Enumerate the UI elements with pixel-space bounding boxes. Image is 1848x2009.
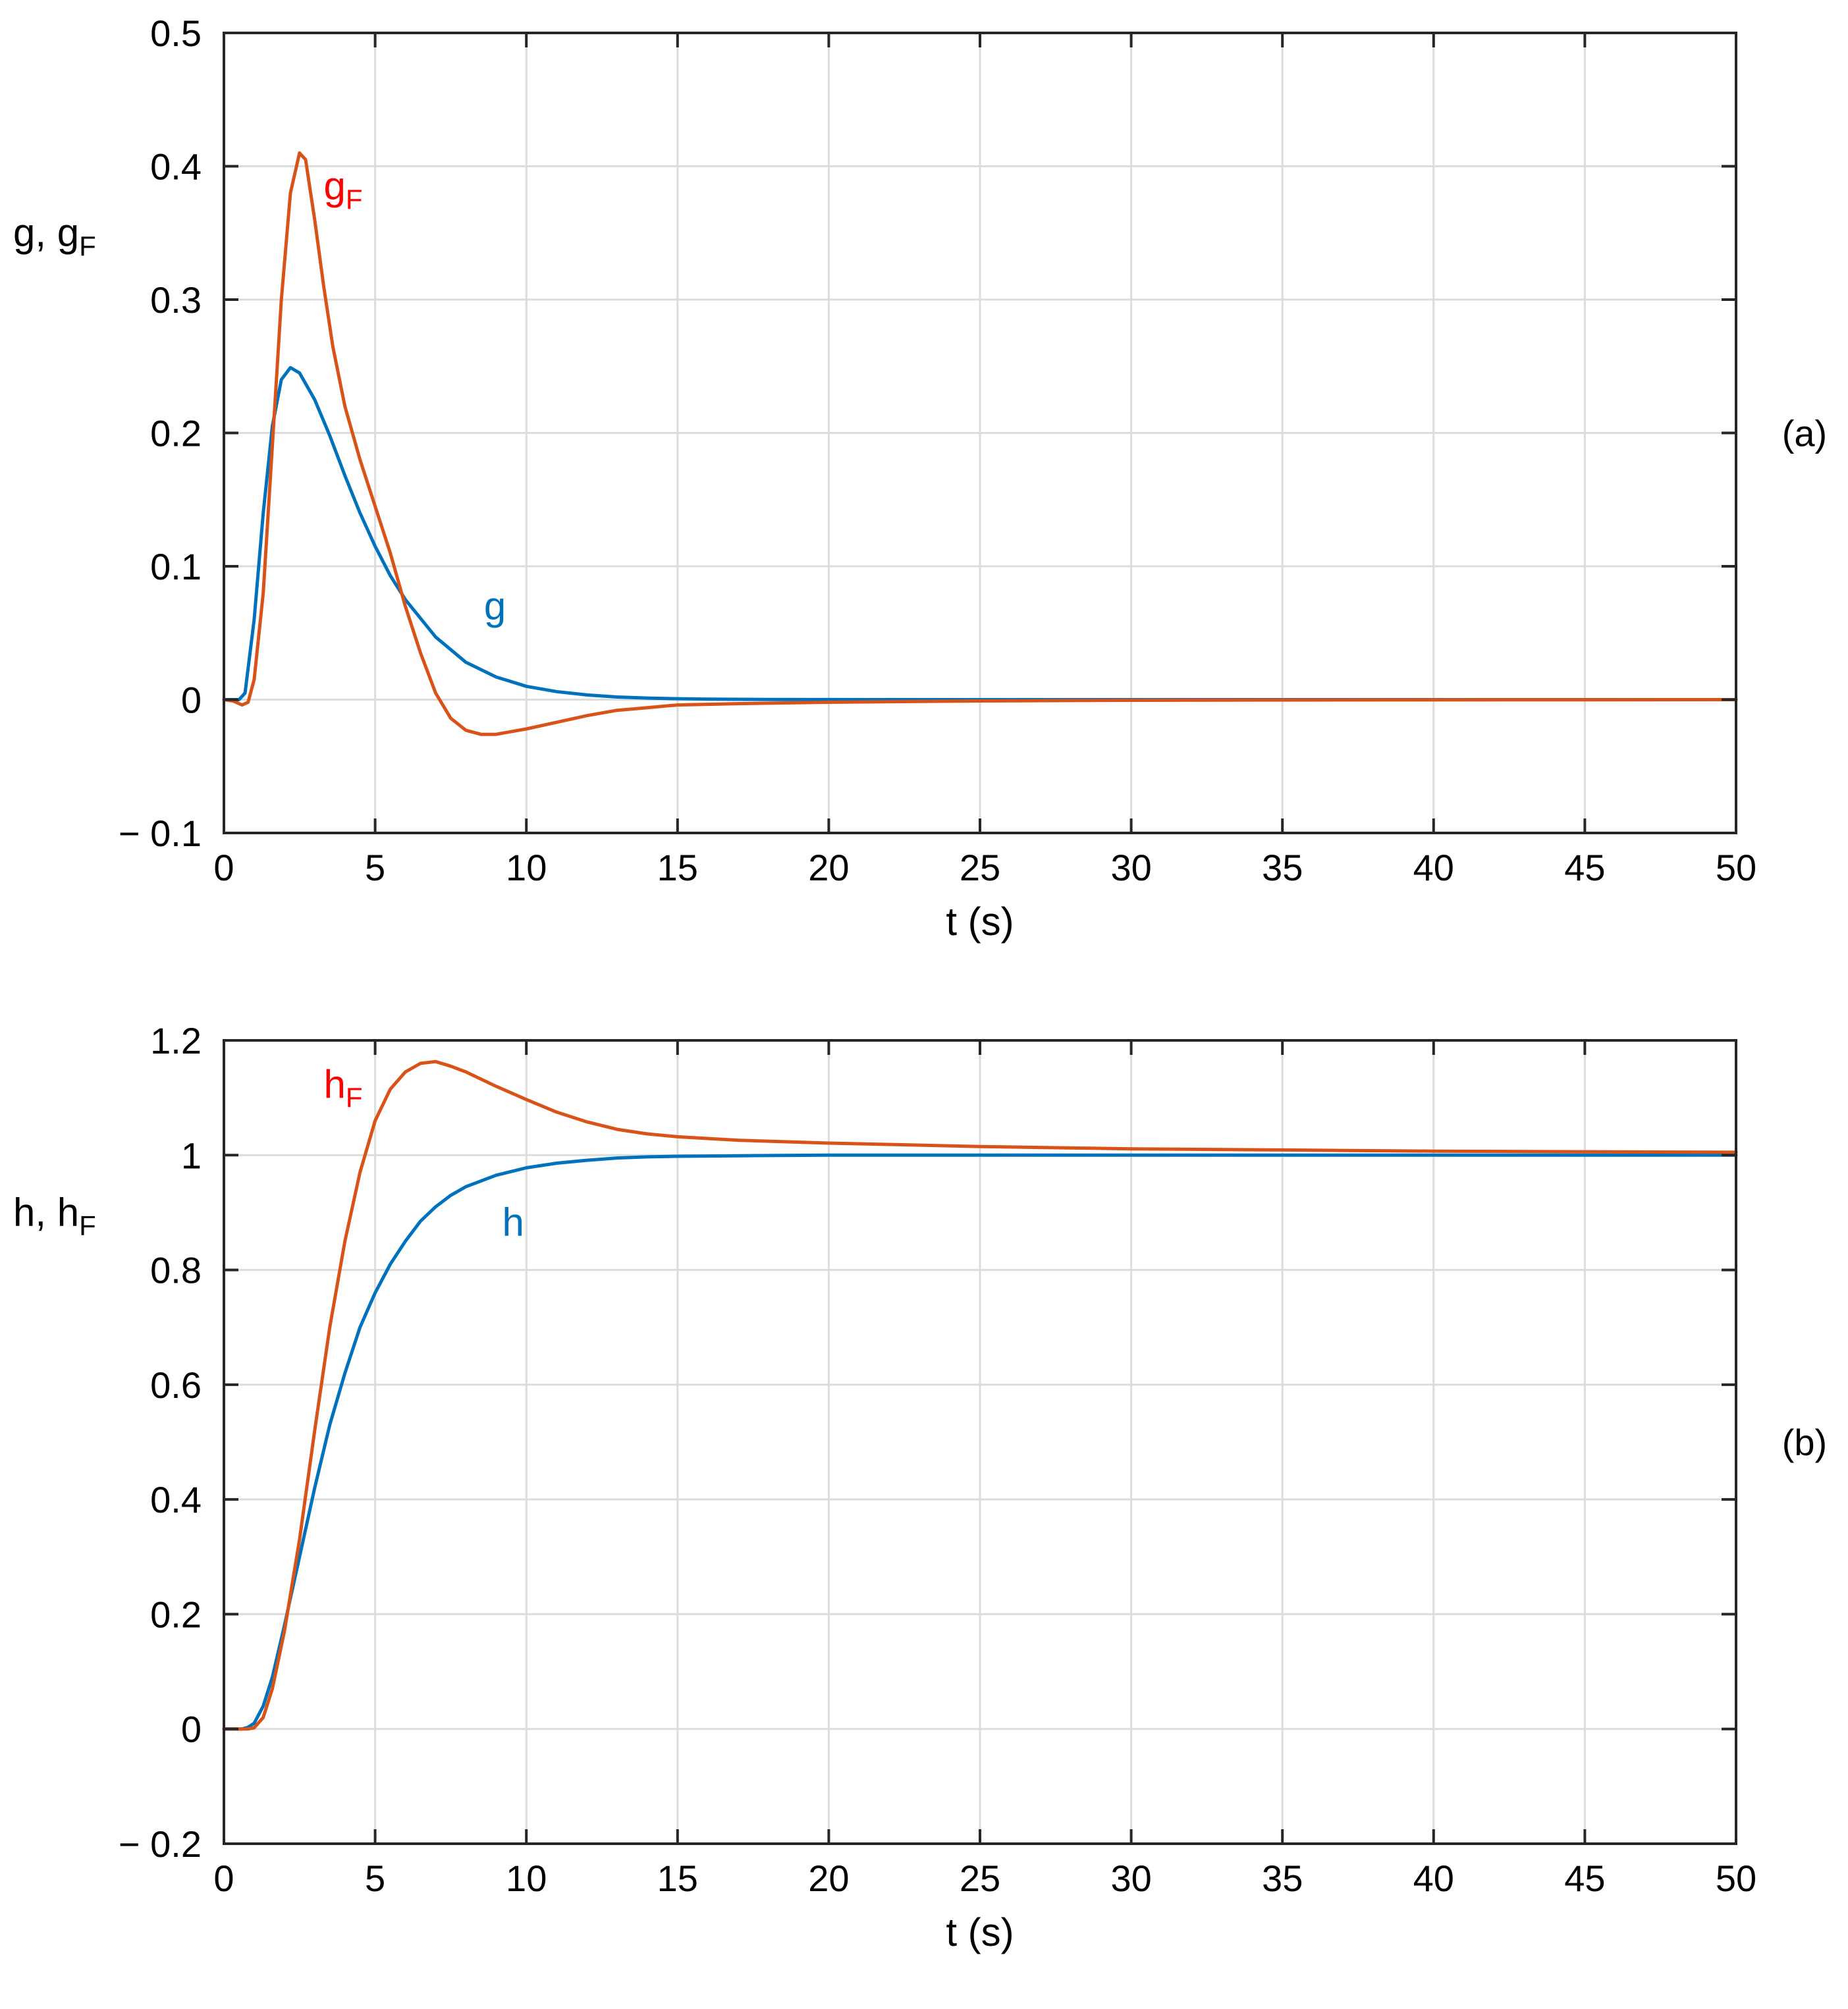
x-tick-label: 45 [1564,847,1605,888]
x-tick-label: 15 [657,1858,698,1899]
y-tick-label: 1.2 [150,1020,202,1061]
y-tick-label: 0.5 [150,13,202,54]
y-tick-label: 0.4 [150,146,202,188]
series-label-gF: gF [324,164,363,215]
y-tick-label: 0.3 [150,279,202,321]
x-tick-label: 40 [1413,1858,1454,1899]
y-tick-label: 0.2 [150,413,202,454]
chart-a: 0 5 10 15 20 25 30 35 40 45 50 − 0.1 0 0.1 0.2 0.3 0.4 0.… [13,13,1827,944]
x-tick-label: 5 [365,1858,385,1899]
series-label-h: h [502,1200,524,1244]
x-tick-label: 10 [506,847,547,888]
x-tick-label: 20 [808,1858,849,1899]
x-tick-label: 35 [1262,847,1303,888]
y-axis-label: h, hF [13,1190,96,1241]
x-tick-label: 30 [1110,1858,1151,1899]
series-line-g [222,365,1738,701]
y-tick-label: 0.6 [150,1364,202,1406]
panel-label: (b) [1782,1422,1827,1463]
x-tick-label: 20 [808,847,849,888]
x-tick-label: 35 [1262,1858,1303,1899]
x-tick-label: 25 [960,847,1000,888]
x-tick-label: 50 [1716,1858,1756,1899]
y-tick-label: 0.2 [150,1594,202,1635]
x-tick-label: 10 [506,1858,547,1899]
x-tick-label: 5 [365,847,385,888]
y-tick-label: 1 [181,1135,202,1176]
series-label-hF: hF [324,1062,363,1113]
y-tick-label: 0 [181,1709,202,1750]
y-tick-label: − 0.1 [119,813,202,854]
x-tick-label: 15 [657,847,698,888]
x-tick-label: 25 [960,1858,1000,1899]
x-tick-label: 30 [1110,847,1151,888]
series-label-g: g [484,584,506,628]
y-tick-label: 0.8 [150,1250,202,1291]
x-tick-label: 50 [1716,847,1756,888]
y-tick-label: 0.4 [150,1479,202,1520]
x-axis-label: t (s) [946,1910,1014,1954]
x-tick-label: 40 [1413,847,1454,888]
x-axis-label: t (s) [946,899,1014,944]
series-line-hF [222,1059,1738,1731]
y-tick-label: 0.1 [150,546,202,587]
x-tick-label: 0 [213,847,234,888]
y-tick-label: 0 [181,680,202,721]
x-tick-label: 45 [1564,1858,1605,1899]
panel-label: (a) [1782,413,1827,454]
series-line-gF [222,151,1738,736]
y-tick-label: − 0.2 [119,1823,202,1865]
chart-b: 0 5 10 15 20 25 30 35 40 45 50 − 0.2 0 0.2 0.4 0.6 0.8 1 1… [13,1020,1827,1954]
x-tick-label: 0 [213,1858,234,1899]
y-axis-label: g, gF [13,211,96,261]
series-line-h [222,1153,1738,1731]
